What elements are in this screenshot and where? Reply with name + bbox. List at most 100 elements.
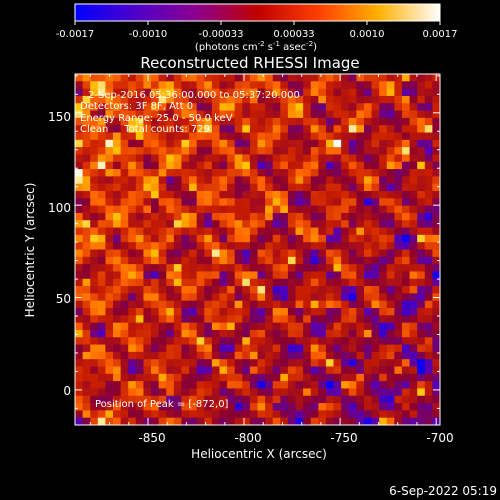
heatmap-pixel <box>386 388 395 397</box>
heatmap-pixel <box>394 410 403 419</box>
heatmap-pixel <box>379 132 388 141</box>
heatmap-pixel <box>356 373 365 382</box>
heatmap-pixel <box>394 344 403 353</box>
heatmap-pixel <box>371 359 380 368</box>
heatmap-pixel <box>128 154 137 163</box>
heatmap-pixel <box>143 264 152 273</box>
heatmap-pixel <box>234 103 243 112</box>
heatmap-pixel <box>196 103 205 112</box>
heatmap-pixel <box>341 264 350 273</box>
heatmap-pixel <box>75 125 84 134</box>
heatmap-pixel <box>173 293 183 302</box>
heatmap-pixel <box>151 103 160 112</box>
heatmap-pixel <box>371 337 380 346</box>
heatmap-pixel <box>356 154 365 163</box>
heatmap-pixel <box>204 169 213 177</box>
heatmap-pixel <box>356 95 365 104</box>
heatmap-pixel <box>356 344 365 353</box>
heatmap-pixel <box>318 227 327 236</box>
heatmap-pixel <box>113 125 122 134</box>
heatmap-pixel <box>432 249 440 258</box>
heatmap-pixel <box>257 337 266 346</box>
heatmap-pixel <box>196 410 205 419</box>
heatmap-pixel <box>409 322 418 331</box>
heatmap-pixel <box>424 381 433 390</box>
heatmap-pixel <box>363 125 373 134</box>
heatmap-pixel <box>401 95 411 104</box>
heatmap-pixel <box>295 308 304 316</box>
heatmap-pixel <box>287 88 297 97</box>
heatmap-pixel <box>303 95 312 104</box>
heatmap-pixel <box>143 81 152 90</box>
heatmap-pixel <box>204 410 213 419</box>
heatmap-pixel <box>432 381 440 390</box>
heatmap-pixel <box>128 205 137 214</box>
heatmap-pixel <box>303 81 312 90</box>
heatmap-pixel <box>386 373 395 382</box>
heatmap-pixel <box>90 198 99 207</box>
heatmap-pixel <box>242 271 251 280</box>
heatmap-pixel <box>75 176 84 185</box>
heatmap-pixel <box>394 359 403 368</box>
heatmap-pixel <box>318 264 327 273</box>
heatmap-pixel <box>158 395 167 404</box>
heatmap-pixel <box>173 417 183 425</box>
heatmap-pixel <box>318 234 327 243</box>
heatmap-pixel <box>75 308 84 316</box>
heatmap-pixel <box>287 417 297 425</box>
heatmap-pixel <box>257 74 266 82</box>
heatmap-pixel <box>325 366 335 375</box>
heatmap-pixel <box>166 198 175 207</box>
heatmap-pixel <box>348 264 357 273</box>
heatmap-pixel <box>287 351 297 360</box>
heatmap-pixel <box>379 234 388 243</box>
heatmap-pixel <box>128 315 137 324</box>
heatmap-pixel <box>181 103 190 112</box>
heatmap-pixel <box>401 191 411 199</box>
heatmap-pixel <box>249 271 259 280</box>
heatmap-pixel <box>181 242 190 251</box>
heatmap-pixel <box>325 176 335 185</box>
heatmap-pixel <box>394 351 403 360</box>
heatmap-pixel <box>295 81 304 90</box>
heatmap-pixel <box>318 95 327 104</box>
heatmap-pixel <box>249 132 259 141</box>
heatmap-pixel <box>227 344 236 353</box>
heatmap-pixel <box>113 212 122 221</box>
heatmap-pixel <box>424 234 433 243</box>
heatmap-pixel <box>386 220 395 229</box>
colorbar-unit: (photons cm-2 s-1 asec-2) <box>195 40 317 53</box>
heatmap-pixel <box>356 410 365 419</box>
colorbar-tick-label: 0.0010 <box>350 29 385 40</box>
heatmap-pixel <box>75 315 84 324</box>
heatmap-pixel <box>120 103 129 112</box>
heatmap-pixel <box>386 256 395 265</box>
heatmap-pixel <box>196 308 205 316</box>
heatmap-pixel <box>318 198 327 207</box>
heatmap-pixel <box>219 139 228 148</box>
heatmap-pixel <box>303 300 312 309</box>
heatmap-pixel <box>227 139 236 148</box>
heatmap-pixel <box>272 234 281 243</box>
heatmap-pixel <box>135 147 145 156</box>
heatmap-pixel <box>356 220 365 229</box>
heatmap-pixel <box>401 395 411 404</box>
heatmap-pixel <box>113 395 122 404</box>
heatmap-pixel <box>318 366 327 375</box>
heatmap-pixel <box>287 169 297 177</box>
heatmap-pixel <box>234 410 243 419</box>
heatmap-pixel <box>90 212 99 221</box>
heatmap-pixel <box>386 351 395 360</box>
heatmap-pixel <box>75 278 84 287</box>
heatmap-pixel <box>82 234 91 243</box>
heatmap-pixel <box>272 286 281 294</box>
heatmap-pixel <box>325 359 335 368</box>
heatmap-pixel <box>363 359 373 368</box>
heatmap-pixel <box>287 315 297 324</box>
heatmap-pixel <box>272 132 281 141</box>
heatmap-pixel <box>356 381 365 390</box>
heatmap-pixel <box>249 249 259 258</box>
heatmap-pixel <box>333 395 342 404</box>
heatmap-pixel <box>333 212 342 221</box>
heatmap-pixel <box>166 315 175 324</box>
